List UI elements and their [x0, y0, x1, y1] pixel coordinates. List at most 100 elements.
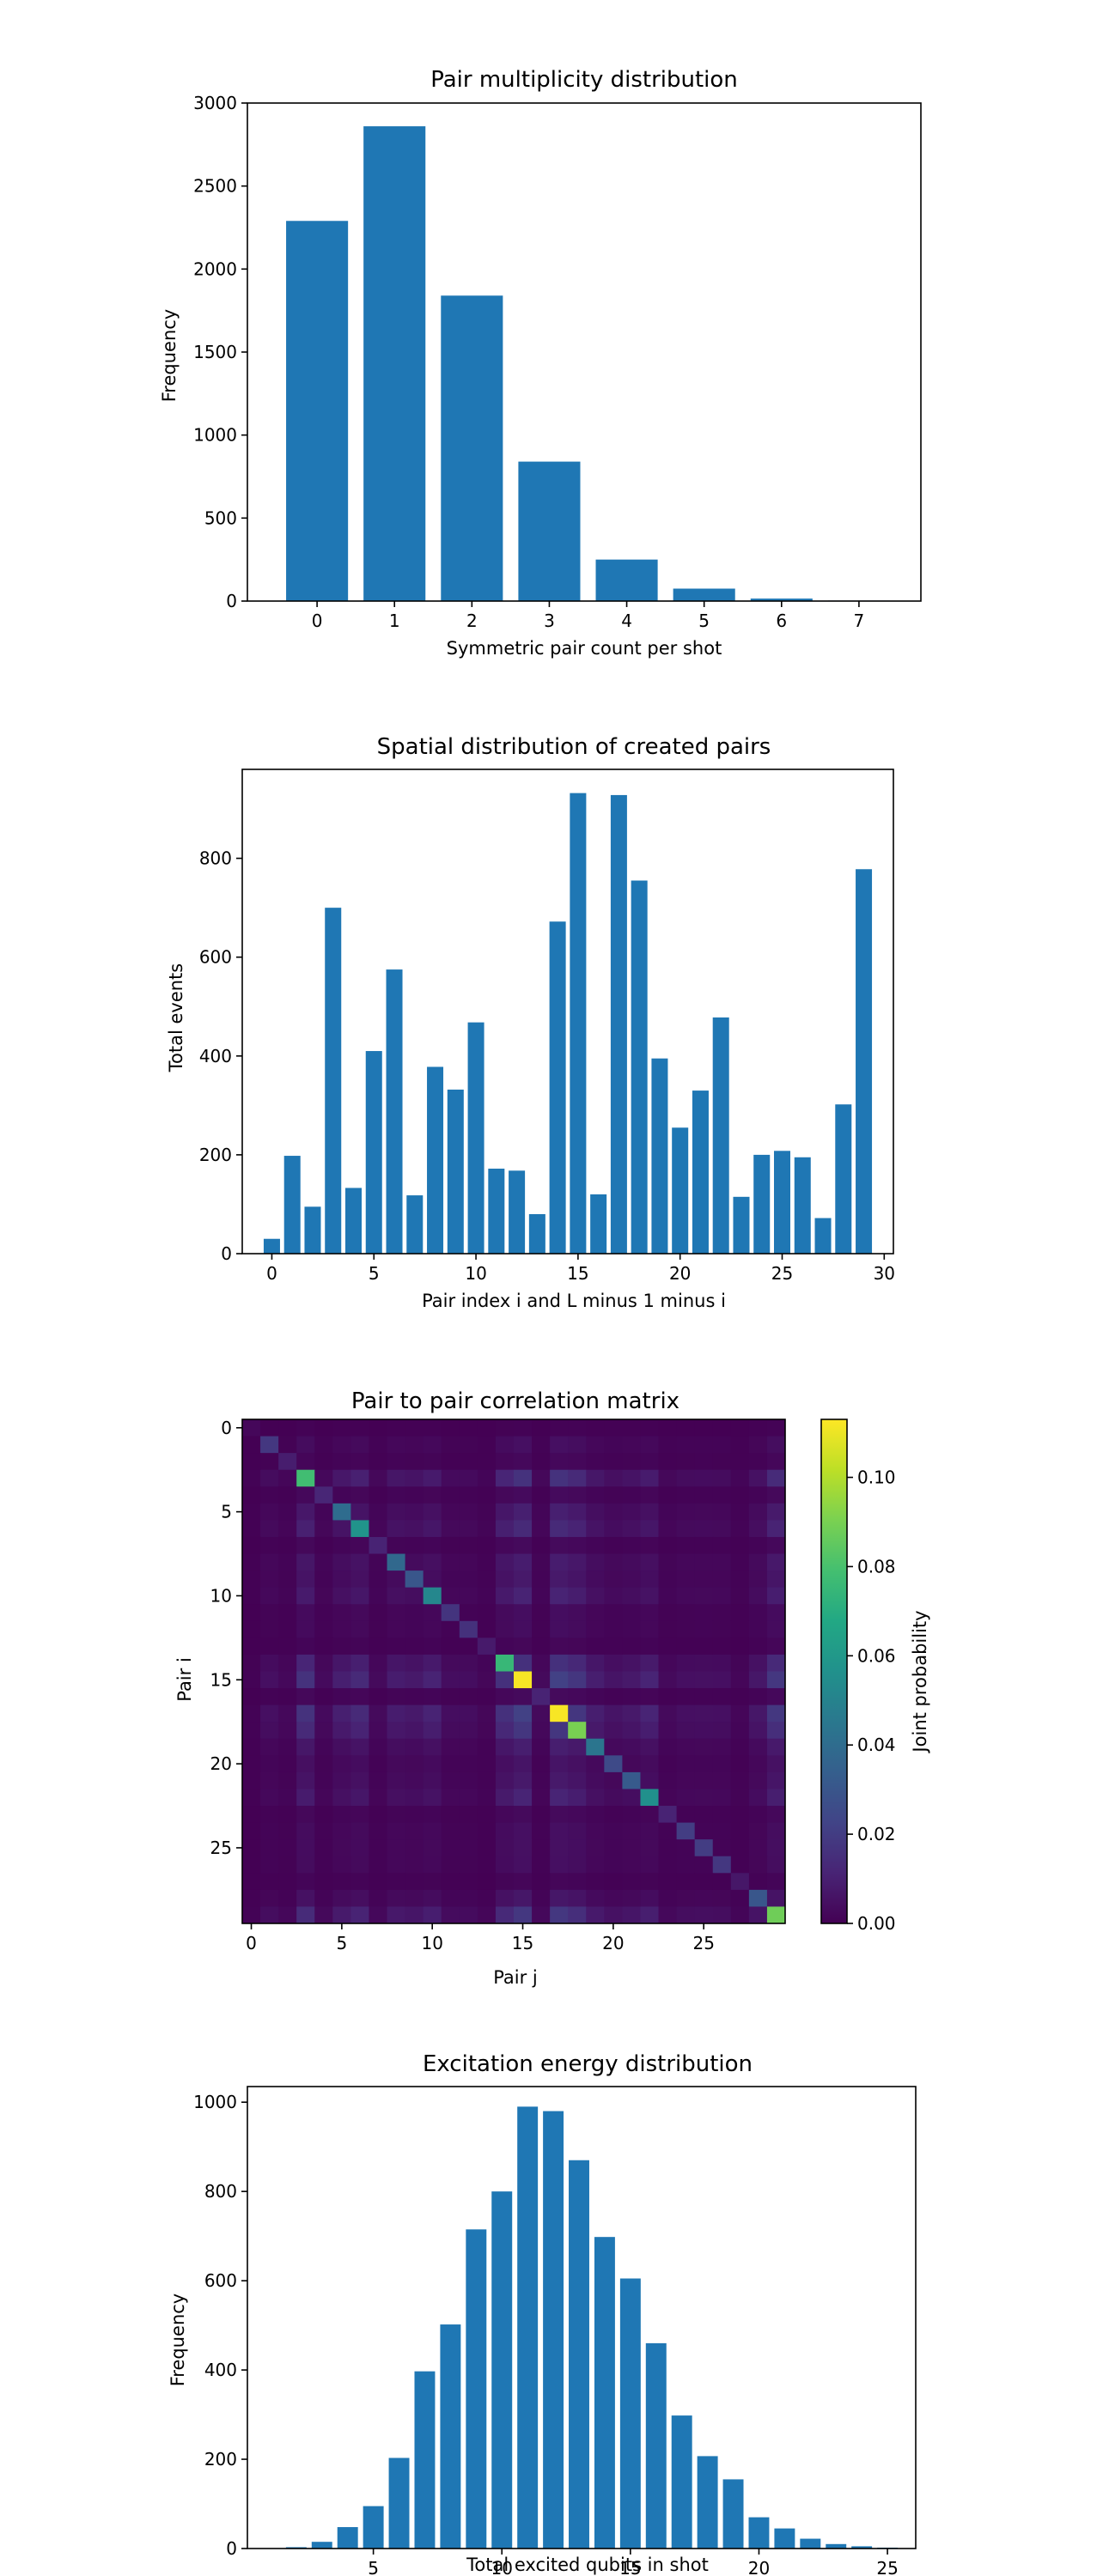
heatmap-cell [640, 1553, 660, 1571]
heatmap-cell [640, 1771, 660, 1789]
heatmap-cell [387, 1704, 406, 1722]
heatmap-cell [550, 1571, 569, 1589]
heatmap-cell [459, 1822, 478, 1840]
heatmap-cell [730, 1436, 750, 1454]
heatmap-cell [550, 1789, 569, 1807]
heatmap-cell [676, 1873, 696, 1891]
heatmap-cell [278, 1822, 297, 1840]
heatmap-cell [622, 1553, 641, 1571]
heatmap-cell [405, 1873, 424, 1891]
heatmap-cell [748, 1436, 768, 1454]
heatmap-cell [459, 1587, 478, 1605]
heatmap-cell [604, 1536, 623, 1555]
heatmap-cell [441, 1469, 460, 1487]
heatmap-cell [640, 1738, 660, 1756]
heatmap-cell [586, 1856, 605, 1874]
heatmap-cell [694, 1604, 714, 1622]
heatmap-cell [730, 1520, 750, 1538]
bar [344, 1188, 363, 1254]
bar [835, 1104, 852, 1254]
heatmap-cell [260, 1604, 279, 1622]
heatmap-cell [604, 1654, 623, 1672]
heatmap-cell [586, 1839, 605, 1857]
heatmap-cell [296, 1436, 315, 1454]
heatmap-cell [314, 1553, 333, 1571]
heatmap-cell [676, 1839, 696, 1857]
y-tick-label: 1000 [193, 425, 237, 446]
heatmap-cell [296, 1889, 315, 1907]
bar [263, 1238, 280, 1254]
heatmap-cell [332, 1571, 351, 1589]
heatmap-cell [514, 1839, 533, 1857]
heatmap-cell [495, 1571, 515, 1589]
bar [692, 1091, 709, 1254]
colorbar-tick-label: 0.00 [857, 1913, 896, 1934]
heatmap-cell [405, 1771, 424, 1789]
heatmap-cell [514, 1856, 533, 1874]
heatmap-cell [586, 1771, 605, 1789]
heatmap-cell [459, 1486, 478, 1504]
heatmap-cell [676, 1806, 696, 1824]
heatmap-cell [495, 1469, 515, 1487]
bar [856, 869, 873, 1254]
bar [774, 2528, 795, 2549]
heatmap-cell [477, 1436, 497, 1454]
heatmap-cell [441, 1571, 460, 1589]
bar [337, 2527, 358, 2549]
heatmap-cell [242, 1906, 261, 1924]
heatmap-cell [604, 1839, 623, 1857]
heatmap-cell [658, 1419, 678, 1437]
y-tick-label: 200 [204, 2449, 237, 2470]
heatmap-cell [694, 1755, 714, 1773]
heatmap-cell [730, 1839, 750, 1857]
heatmap-cell [550, 1587, 569, 1605]
heatmap-cell [622, 1755, 641, 1773]
heatmap-cell [640, 1839, 660, 1857]
x-tick-label: 20 [602, 1933, 624, 1953]
heatmap-cell [730, 1806, 750, 1824]
heatmap-cell [477, 1620, 497, 1638]
chart3-heatmap [242, 1419, 786, 1924]
heatmap-cell [423, 1620, 442, 1638]
heatmap-cell [730, 1620, 750, 1638]
heatmap-cell [369, 1587, 388, 1605]
bar [467, 1022, 484, 1254]
chart4-xlabel: Total excited qubits in shot [466, 2555, 709, 2575]
heatmap-cell [314, 1671, 333, 1689]
heatmap-cell [586, 1671, 605, 1689]
heatmap-cell [604, 1789, 623, 1807]
heatmap-cell [694, 1654, 714, 1672]
heatmap-cell [640, 1587, 660, 1605]
heatmap-cell [766, 1604, 786, 1622]
heatmap-cell [495, 1822, 515, 1840]
heatmap-cell [278, 1671, 297, 1689]
heatmap-cell [532, 1755, 551, 1773]
heatmap-cell [260, 1453, 279, 1471]
heatmap-cell [260, 1789, 279, 1807]
heatmap-cell [694, 1856, 714, 1874]
heatmap-cell [314, 1419, 333, 1437]
heatmap-cell [748, 1704, 768, 1722]
heatmap-cell [514, 1486, 533, 1504]
heatmap-cell [712, 1822, 732, 1840]
heatmap-cell [694, 1722, 714, 1740]
bar [365, 1051, 382, 1254]
x-tick-label: 25 [771, 1263, 793, 1284]
heatmap-cell [332, 1839, 351, 1857]
heatmap-cell [477, 1856, 497, 1874]
heatmap-cell [296, 1856, 315, 1874]
heatmap-cell [748, 1688, 768, 1706]
heatmap-cell [423, 1453, 442, 1471]
heatmap-cell [477, 1469, 497, 1487]
heatmap-cell [640, 1536, 660, 1555]
y-tick-label: 800 [204, 2181, 237, 2202]
heatmap-cell [604, 1520, 623, 1538]
heatmap-cell [586, 1789, 605, 1807]
heatmap-cell [532, 1503, 551, 1521]
x-tick-label: 5 [369, 1263, 380, 1284]
heatmap-cell [766, 1789, 786, 1807]
heatmap-cell [242, 1637, 261, 1656]
heatmap-cell [640, 1620, 660, 1638]
heatmap-cell [532, 1436, 551, 1454]
heatmap-cell [676, 1856, 696, 1874]
